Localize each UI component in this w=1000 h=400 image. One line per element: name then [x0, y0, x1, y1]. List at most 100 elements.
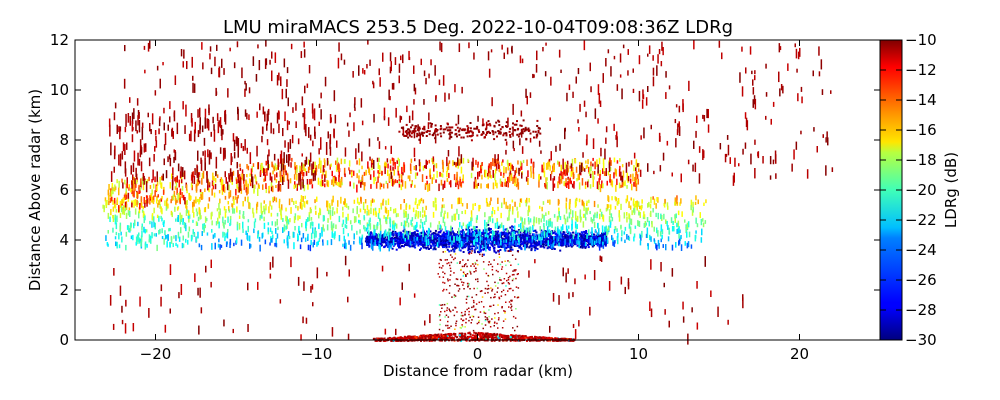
ldr-cell — [207, 203, 210, 209]
ldr-cell — [631, 210, 633, 216]
ldr-cell — [255, 181, 258, 185]
ldr-cell — [217, 217, 219, 224]
ldr-cell — [183, 170, 186, 180]
ldr-cell — [411, 234, 414, 237]
ldr-cell — [405, 220, 407, 227]
ldr-cell — [481, 244, 484, 249]
ldr-cell — [219, 208, 221, 216]
ldr-cell — [446, 231, 449, 234]
ldr-cell — [565, 225, 568, 231]
ldr-cell — [624, 226, 627, 231]
ldr-cell — [583, 237, 586, 240]
ldr-cell — [420, 242, 423, 245]
ldr-cell — [619, 158, 621, 162]
ldr-cell — [647, 243, 649, 250]
ldr-cell — [469, 236, 472, 239]
ldr-cell — [282, 164, 285, 170]
ldr-cell — [460, 241, 463, 248]
ldr-cell — [524, 245, 526, 250]
ldr-cell — [301, 223, 303, 228]
ldr-cell — [394, 240, 397, 243]
ldr-cell — [475, 217, 478, 224]
ldr-cell — [136, 203, 138, 208]
ldr-cell — [534, 229, 537, 232]
ldr-cell — [223, 184, 225, 189]
ldr-cell — [615, 169, 617, 177]
ldr-cell — [440, 225, 442, 230]
ldr-cell — [396, 180, 398, 184]
ldr-cell — [263, 178, 265, 182]
ldr-cell — [149, 199, 151, 205]
ldr-cell — [511, 239, 514, 242]
ldr-cell — [302, 196, 304, 203]
ldr-cell — [502, 238, 505, 241]
ldr-cell — [116, 215, 118, 223]
ldr-cell — [413, 165, 416, 171]
ldr-cell — [272, 197, 274, 201]
ldr-cell — [177, 193, 179, 201]
ldr-cell — [479, 204, 481, 210]
ldr-cell — [176, 187, 178, 195]
ldr-cell — [247, 219, 250, 223]
ldr-cell — [229, 238, 232, 246]
ldr-cell — [542, 235, 545, 238]
ldr-cell — [221, 190, 224, 195]
ldr-cell — [546, 232, 548, 238]
ldr-cell — [470, 220, 472, 227]
ldr-cell — [397, 157, 399, 161]
ldr-cell — [566, 242, 569, 245]
ldr-cell — [454, 241, 457, 244]
ldr-cell — [154, 222, 156, 230]
ldr-cell — [456, 171, 458, 179]
ldr-cell — [577, 174, 579, 181]
ldr-cell — [438, 235, 441, 238]
ldr-cell — [385, 162, 387, 168]
ldr-cell — [506, 246, 509, 248]
ldr-cell — [566, 243, 569, 246]
ldr-cell — [684, 219, 686, 223]
ldr-cell — [581, 199, 584, 206]
ldr-cell — [473, 251, 476, 254]
ldr-cell — [569, 177, 571, 184]
ldr-cell — [201, 231, 203, 236]
ldr-cell — [112, 215, 115, 222]
ldr-cell — [127, 225, 130, 233]
ldr-cell — [380, 244, 383, 247]
ldr-cell — [356, 160, 358, 165]
ldr-cell — [501, 161, 503, 166]
ldr-cell — [444, 226, 447, 232]
ldr-cell — [144, 228, 146, 234]
ldr-cell — [322, 239, 324, 243]
ldr-cell — [360, 196, 362, 202]
ldr-cell — [548, 241, 551, 244]
ldr-cell — [474, 229, 477, 232]
ldr-cell — [173, 235, 175, 239]
ldr-cell — [392, 158, 395, 166]
ldr-cell — [494, 238, 497, 241]
ldr-cell — [512, 176, 514, 184]
ldr-cell — [559, 249, 562, 252]
ldr-cell — [572, 172, 575, 180]
ldr-cell — [565, 234, 568, 237]
ldr-cell — [296, 173, 298, 181]
ldr-cell — [605, 242, 608, 244]
ldr-cell — [517, 235, 519, 240]
ldr-cell — [107, 195, 110, 201]
ldr-cell — [392, 234, 395, 237]
ldr-cell — [115, 222, 118, 230]
ldr-cell — [125, 203, 128, 210]
ldr-cell — [445, 246, 448, 249]
ldr-cell — [605, 238, 608, 241]
ldr-cell — [675, 242, 677, 248]
ldr-cell — [421, 221, 424, 228]
ldr-cell — [279, 207, 281, 212]
ldr-cell — [140, 196, 143, 201]
ldr-cell — [315, 210, 317, 215]
ldr-cell — [461, 246, 464, 249]
ldr-cell — [275, 228, 277, 234]
ldr-cell — [172, 243, 174, 248]
ldr-cell — [492, 158, 494, 167]
ldr-cell — [265, 160, 267, 166]
ldr-cell — [196, 211, 198, 217]
ldr-cell — [160, 215, 162, 219]
